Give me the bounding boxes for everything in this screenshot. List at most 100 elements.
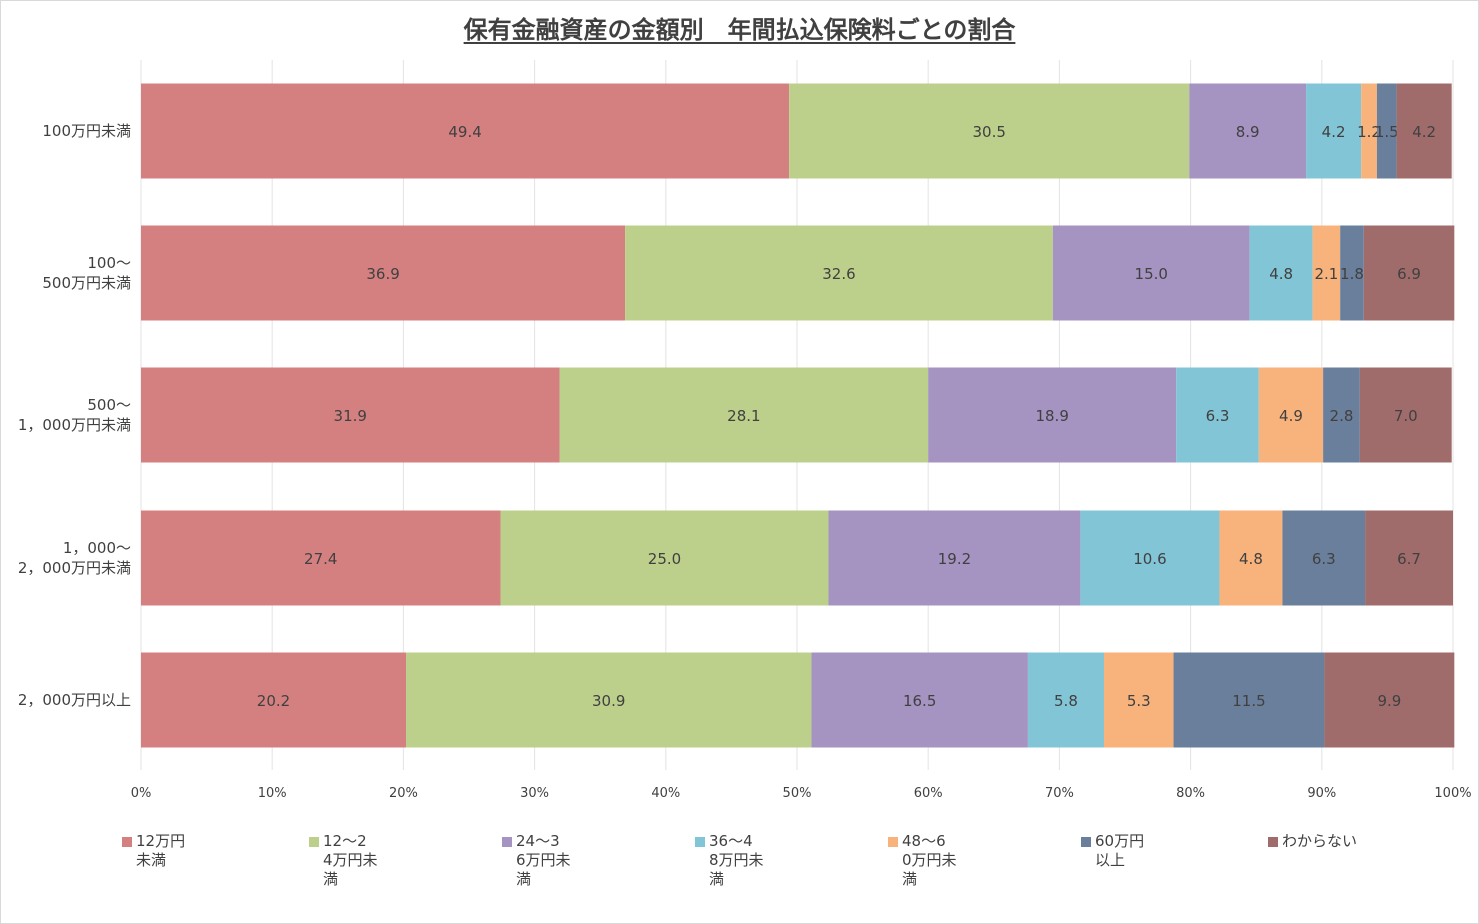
x-tick-label: 20%	[389, 786, 418, 801]
x-tick-label: 100%	[1434, 786, 1471, 801]
x-tick-label: 30%	[520, 786, 549, 801]
bar-segment	[141, 367, 560, 463]
bar-segment	[1323, 367, 1360, 463]
data-label: 19.2	[938, 550, 971, 568]
category-label: 1，000～ 2，000万円未満	[17, 539, 131, 577]
data-label: 1.8	[1340, 265, 1364, 283]
x-tick-label: 50%	[783, 786, 812, 801]
bar-segment	[1312, 225, 1341, 321]
x-tick-label: 0%	[131, 786, 152, 801]
bar-segment	[141, 652, 407, 748]
data-label: 2.8	[1330, 407, 1354, 425]
data-label: 6.3	[1312, 550, 1336, 568]
data-label: 32.6	[822, 265, 855, 283]
legend-swatch	[695, 837, 705, 847]
bar-segment	[1340, 225, 1364, 321]
data-label: 5.8	[1054, 692, 1078, 710]
legend-swatch	[309, 837, 319, 847]
bar-segment	[1282, 510, 1366, 606]
bar-segment	[1306, 83, 1362, 179]
legend-label: 48～6 0万円未 満	[902, 832, 957, 888]
data-label: 11.5	[1232, 692, 1265, 710]
legend-swatch	[502, 837, 512, 847]
bar-segment	[1359, 367, 1452, 463]
bar-segment	[1052, 225, 1250, 321]
bar-segment	[1249, 225, 1313, 321]
data-label: 18.9	[1035, 407, 1068, 425]
data-label: 16.5	[903, 692, 936, 710]
data-label: 1.2	[1357, 123, 1381, 141]
x-tick-label: 60%	[914, 786, 943, 801]
bar-segment	[1173, 652, 1325, 748]
bar-segment	[1258, 367, 1324, 463]
data-label: 6.3	[1206, 407, 1230, 425]
bar-segment	[1324, 652, 1455, 748]
data-label: 4.2	[1412, 123, 1436, 141]
data-label: 4.8	[1239, 550, 1263, 568]
bar-segment	[811, 652, 1028, 748]
bar-segment	[1176, 367, 1259, 463]
data-label: 15.0	[1135, 265, 1168, 283]
x-tick-label: 80%	[1176, 786, 1205, 801]
bar-segment	[1104, 652, 1174, 748]
data-label: 4.2	[1322, 123, 1346, 141]
bar-segment	[1080, 510, 1220, 606]
legend-swatch	[1081, 837, 1091, 847]
data-label: 31.9	[334, 407, 367, 425]
legend-label: 12万円 未満	[136, 832, 186, 869]
chart-title: 保有金融資産の金額別 年間払込保険料ごとの割合	[463, 16, 1016, 44]
bar-segment	[789, 83, 1190, 179]
legend-swatch	[1268, 837, 1278, 847]
data-label: 28.1	[727, 407, 760, 425]
category-label: 100万円未満	[42, 122, 131, 140]
data-label: 8.9	[1236, 123, 1260, 141]
data-label: 36.9	[366, 265, 399, 283]
bar-segment	[1027, 652, 1105, 748]
bar-segment	[928, 367, 1177, 463]
bar-segment	[559, 367, 929, 463]
data-label: 1.5	[1375, 123, 1399, 141]
legend-swatch	[888, 837, 898, 847]
data-label: 7.0	[1394, 407, 1418, 425]
bar-segment	[1189, 83, 1307, 179]
data-label: 4.8	[1269, 265, 1293, 283]
bar-segment	[1363, 225, 1455, 321]
bar-segment	[1219, 510, 1283, 606]
bar-segment	[406, 652, 812, 748]
legend-label: わからない	[1282, 832, 1358, 850]
data-label: 25.0	[648, 550, 681, 568]
legend-label: 36～4 8万円未 満	[709, 832, 764, 888]
bar-segment	[141, 83, 790, 179]
data-label: 49.4	[448, 123, 481, 141]
data-label: 4.9	[1279, 407, 1303, 425]
data-label: 30.5	[973, 123, 1006, 141]
bar-segment	[1396, 83, 1452, 179]
bar-segment	[141, 225, 626, 321]
x-tick-label: 10%	[258, 786, 287, 801]
bar-segment	[141, 510, 501, 606]
legend-label: 12～2 4万円未 満	[323, 832, 378, 888]
data-label: 6.7	[1397, 550, 1421, 568]
bar-segment	[1376, 83, 1397, 179]
data-label: 20.2	[257, 692, 290, 710]
data-label: 27.4	[304, 550, 337, 568]
bar-segment	[625, 225, 1053, 321]
x-tick-label: 40%	[651, 786, 680, 801]
category-label: 500～ 1，000万円未満	[17, 396, 131, 434]
data-label: 6.9	[1397, 265, 1421, 283]
x-tick-label: 90%	[1307, 786, 1336, 801]
legend-swatch	[122, 837, 132, 847]
bar-segment	[1361, 83, 1377, 179]
data-label: 5.3	[1127, 692, 1151, 710]
data-label: 30.9	[592, 692, 625, 710]
category-label: 2，000万円以上	[17, 691, 131, 709]
legend-label: 24～3 6万円未 満	[516, 832, 571, 888]
category-label: 100～ 500万円未満	[42, 254, 131, 292]
data-label: 9.9	[1377, 692, 1401, 710]
bar-segment	[500, 510, 829, 606]
data-label: 2.1	[1314, 265, 1338, 283]
legend-label: 60万円 以上	[1095, 832, 1145, 869]
bar-segment	[828, 510, 1081, 606]
bar-segment	[1365, 510, 1453, 606]
